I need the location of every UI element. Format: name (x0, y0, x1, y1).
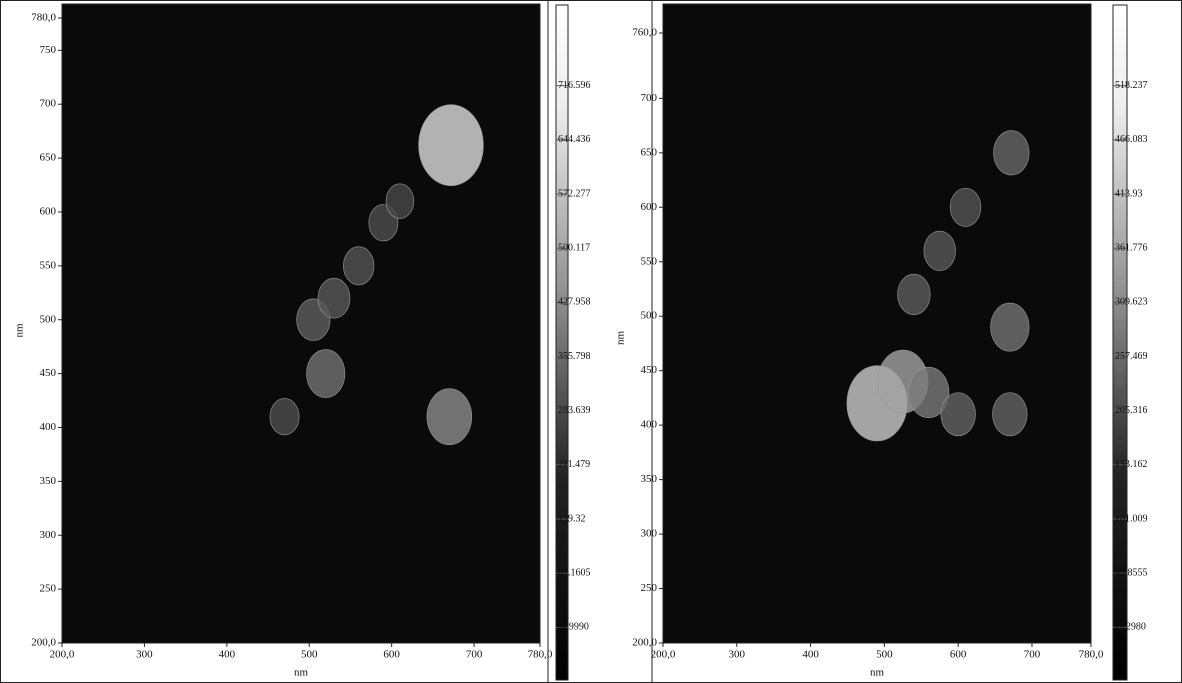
x-tick-label: 500 (876, 649, 893, 661)
x-tick-label: 780,0 (528, 649, 553, 661)
y-tick-label: 250 (40, 583, 57, 595)
peak-region (924, 231, 956, 271)
y-tick-label: 200,0 (632, 637, 657, 649)
colorbar-tick-label: 257.469 (1115, 351, 1148, 362)
y-tick-label: 200,0 (31, 637, 56, 649)
peak-region (270, 398, 299, 434)
y-axis-label: nm (14, 323, 26, 338)
y-axis-label: nm (615, 331, 627, 346)
y-tick-label: 650 (40, 152, 57, 164)
peak-region (419, 105, 484, 186)
peak-region (343, 247, 374, 285)
colorbar-tick-label: 355.798 (558, 351, 591, 362)
peak-region (950, 188, 981, 226)
colorbar-tick-label: 101.009 (1115, 513, 1148, 524)
y-tick-label: 700 (641, 92, 658, 104)
colorbar-tick-label: 67.1605 (558, 568, 591, 579)
y-tick-label: 780,0 (31, 12, 56, 24)
x-tick-label: 700 (1024, 649, 1041, 661)
x-tick-label: 200,0 (651, 649, 676, 661)
colorbar (556, 5, 568, 680)
peak-region (386, 184, 414, 219)
x-tick-label: 300 (729, 649, 746, 661)
peak-region (991, 303, 1030, 351)
x-tick-label: 600 (950, 649, 967, 661)
colorbar-tick-label: 572.277 (558, 188, 591, 199)
peak-region (318, 278, 350, 318)
y-tick-label: 500 (40, 313, 57, 325)
x-tick-label: 200,0 (50, 649, 75, 661)
colorbar-tick-label: 466.083 (1115, 134, 1148, 145)
colorbar (1113, 5, 1127, 680)
peak-region (993, 393, 1028, 436)
colorbar-tick-label: 518.237 (1115, 80, 1148, 91)
x-tick-label: 400 (219, 649, 236, 661)
x-axis-label: nm (294, 667, 309, 679)
colorbar-tick-label: 48.8555 (1115, 567, 1148, 578)
y-tick-label: 750 (40, 44, 57, 56)
colorbar-tick-label: -4.9990 (558, 622, 589, 633)
colorbar-tick-label: 716.596 (558, 80, 591, 91)
y-tick-label: 300 (40, 529, 57, 541)
colorbar-tick-label: 309.623 (1115, 297, 1148, 308)
x-tick-label: 400 (802, 649, 819, 661)
y-tick-label: 600 (40, 205, 57, 217)
x-tick-label: 700 (466, 649, 483, 661)
y-tick-label: 350 (641, 473, 658, 485)
y-tick-label: 250 (641, 582, 658, 594)
y-tick-label: 550 (641, 255, 658, 267)
colorbar-tick-label: 413.93 (1115, 188, 1143, 199)
y-tick-label: 760,0 (632, 27, 657, 39)
colorbar-tick-label: 283.639 (558, 405, 591, 416)
colorbar-tick-label: 153.162 (1115, 459, 1148, 470)
x-tick-label: 300 (136, 649, 153, 661)
y-tick-label: 600 (641, 201, 658, 213)
figure: 200,0 300 400 500 600 700 780,0 200,0 250 300 350 4… (0, 0, 1182, 683)
peak-region (941, 393, 976, 436)
peak-region (994, 131, 1030, 175)
y-tick-label: 700 (40, 98, 57, 110)
colorbar-tick-label: -3.2980 (1115, 622, 1146, 633)
y-tick-label: 650 (641, 146, 658, 158)
y-tick-label: 550 (40, 259, 57, 271)
peak-region (427, 389, 472, 445)
colorbar-tick-label: 139.32 (558, 513, 586, 524)
colorbar-tick-label: 644.436 (558, 134, 591, 145)
y-tick-label: 500 (641, 310, 658, 322)
x-tick-label: 500 (301, 649, 318, 661)
x-tick-label: 780,0 (1079, 649, 1104, 661)
x-axis-label: nm (870, 667, 885, 679)
y-tick-label: 300 (641, 528, 658, 540)
y-tick-label: 450 (641, 364, 658, 376)
colorbar-tick-label: 361.776 (1115, 243, 1148, 254)
peak-region (307, 350, 345, 398)
y-tick-label: 400 (40, 421, 57, 433)
colorbar-tick-label: 205.316 (1115, 405, 1148, 416)
y-tick-label: 350 (40, 475, 57, 487)
colorbar-tick-label: 500.117 (558, 242, 590, 253)
colorbar-tick-label: 427.958 (558, 297, 591, 308)
peak-region (898, 274, 931, 315)
y-tick-label: 400 (641, 419, 658, 431)
x-tick-label: 600 (383, 649, 400, 661)
y-tick-label: 450 (40, 367, 57, 379)
colorbar-tick-label: 211.479 (558, 459, 590, 470)
